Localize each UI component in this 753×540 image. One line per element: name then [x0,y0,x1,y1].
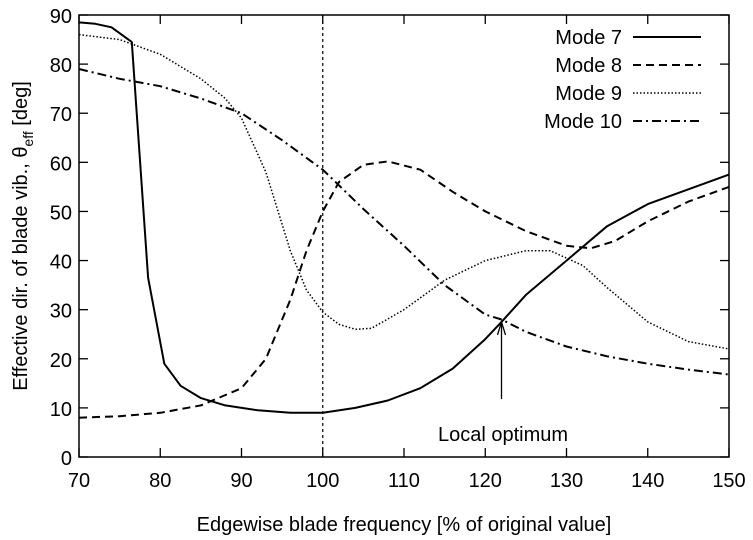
x-tick-label: 80 [149,470,171,492]
x-tick-label: 140 [631,470,664,492]
x-tick-label: 100 [306,470,339,492]
legend-label: Mode 10 [544,111,622,133]
x-tick-label: 130 [550,470,583,492]
series-line-mode-7 [78,21,730,414]
y-tick-label: 10 [50,399,72,421]
axes-layer: 70 80 90 100 110 120 130 140 150 0 10 20 30 40 50 60 70 8… [50,6,746,492]
x-tick-label: 70 [68,470,90,492]
y-tick-label: 90 [50,6,72,28]
x-tick-label: 110 [388,470,420,492]
x-axis-label: Edgewise blade frequency [% of original … [197,514,612,536]
x-tick-label: 90 [230,470,252,492]
x-tick-label: 120 [469,470,502,492]
y-tick-label: 0 [61,448,72,470]
y-tick-label: 30 [50,301,72,323]
plot-frame [78,14,730,458]
annotation-arrowhead [496,319,507,336]
legend-label: Mode 9 [555,83,622,105]
series-line-mode-8 [78,160,730,419]
y-tick-label: 40 [50,252,72,274]
y-tick-label: 80 [50,55,72,77]
legend-label: Mode 8 [555,55,622,77]
y-tick-label: 60 [50,153,72,175]
y-axis-label: Effective dir. of blade vib., θeff [deg] [10,81,36,391]
x-tick-label: 150 [712,470,745,492]
legend-label: Mode 7 [555,27,622,49]
y-tick-label: 70 [50,104,72,126]
legend: Mode 7 Mode 8 Mode 9 Mode 10 [544,27,701,133]
annotation-local-optimum: Local optimum [438,424,568,446]
series-line-mode-10 [78,68,730,376]
y-tick-label: 20 [50,350,72,372]
series-line-mode-9 [78,33,730,350]
series-layer [78,15,730,457]
y-tick-label: 50 [50,202,72,224]
